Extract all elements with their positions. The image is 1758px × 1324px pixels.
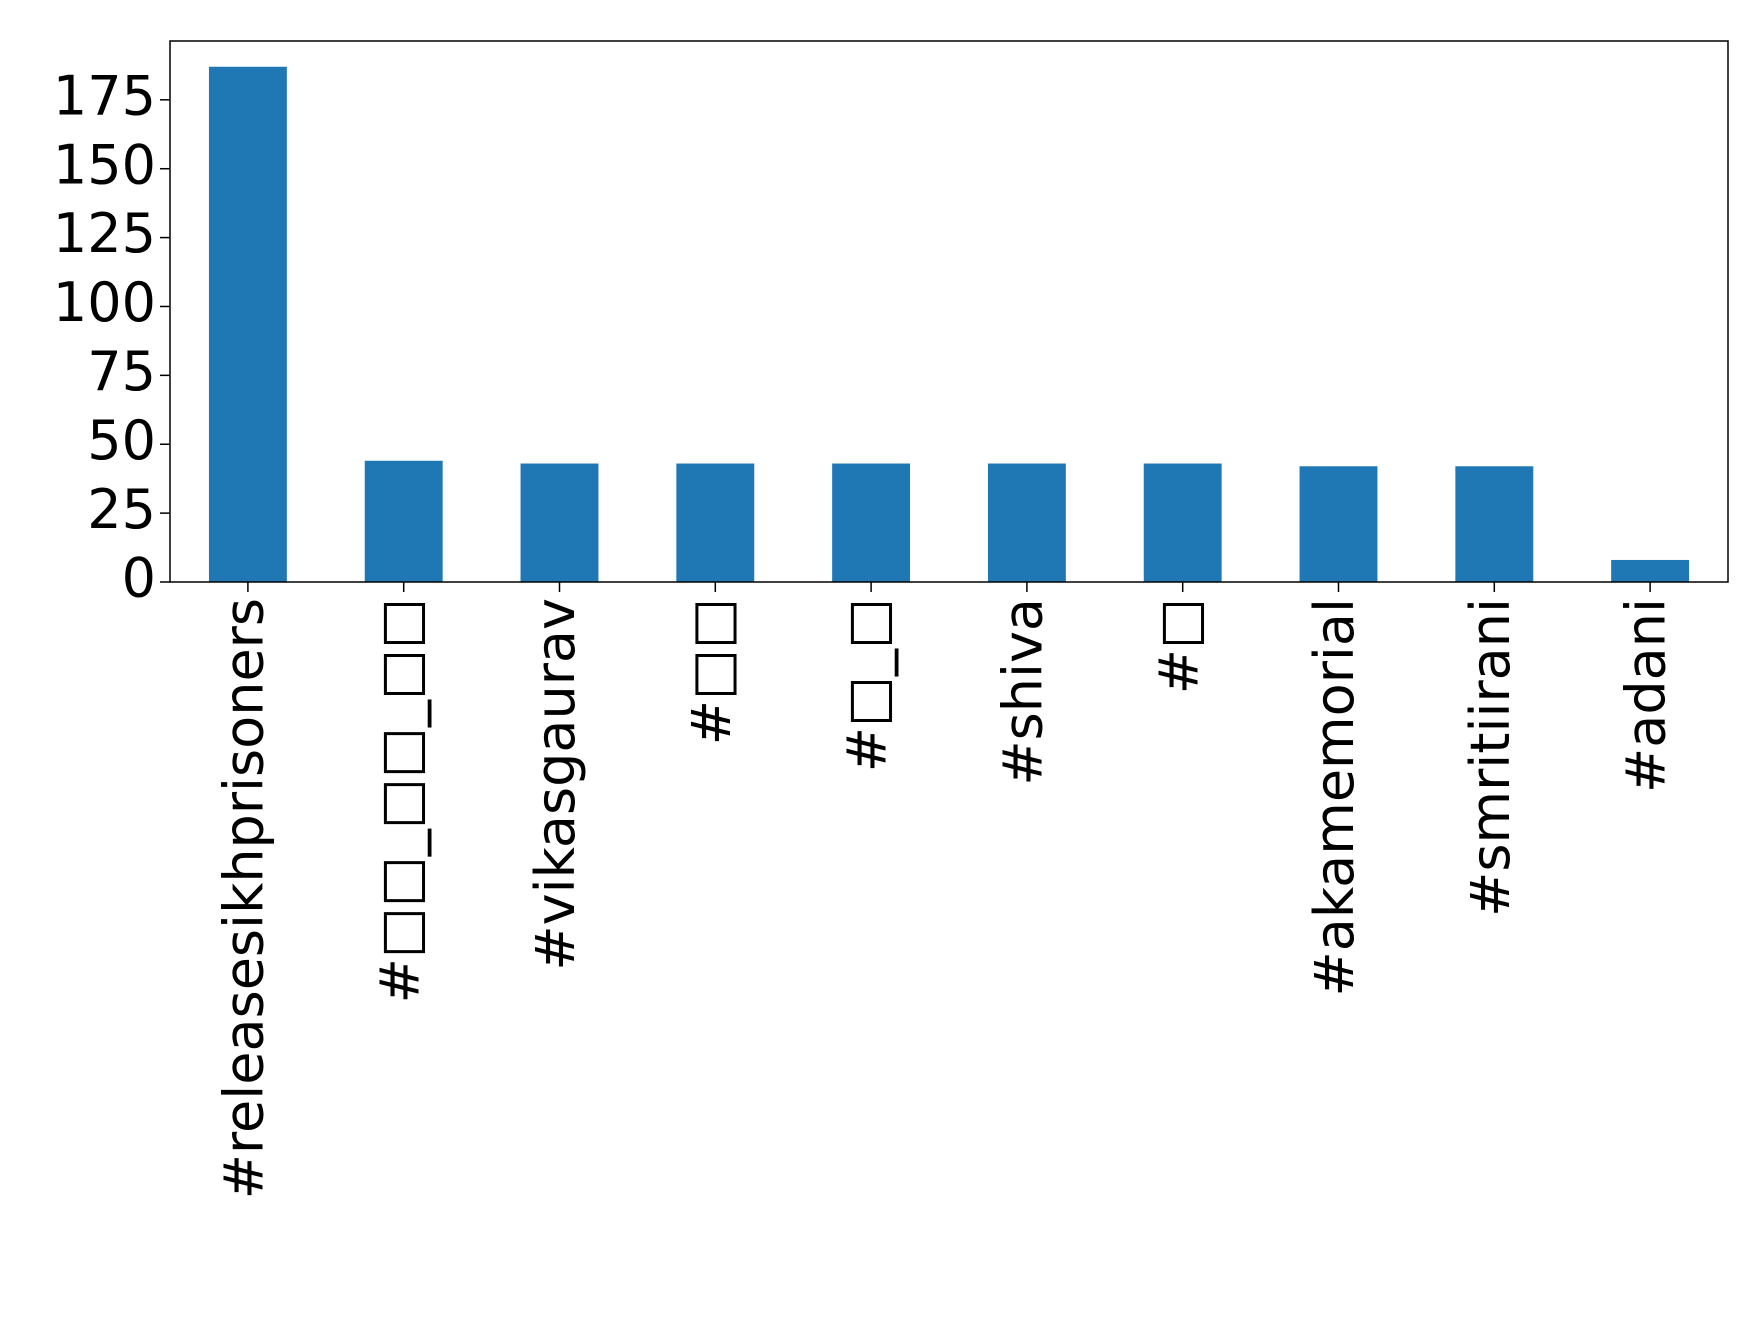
y-tick-label: 125 [53,202,156,265]
plot-frame [169,40,1729,583]
y-tick-label: 50 [87,409,156,472]
y-tick-label: 25 [87,478,156,541]
bar [520,463,599,582]
x-tick-label: #adani [1615,598,1678,793]
x-tick-label: #smritiirani [1459,598,1522,917]
bar [208,66,287,582]
x-tick-label: #□□_□□_□□ [368,598,431,1003]
x-tick-label: #shiva [992,598,1055,786]
bar [987,463,1066,582]
bar [364,460,443,582]
x-tick-label: #□_□ [836,598,899,772]
y-tick-label: 150 [53,133,156,196]
bar [1143,463,1222,582]
bar [1299,466,1378,582]
bar [676,463,755,582]
bar [1455,466,1534,582]
bar [1611,559,1690,582]
y-tick-label: 100 [53,271,156,334]
x-tick-label: #vikasgaurav [524,598,587,971]
y-tick-label: 0 [122,547,156,610]
x-tick-label: #□□ [680,598,743,745]
y-tick-label: 75 [87,340,156,403]
x-tick-label: #□ [1147,598,1210,694]
x-tick-label: #akamemorial [1303,598,1366,997]
x-tick-label: #releasesikhprisoners [213,598,276,1199]
y-tick-label: 175 [53,64,156,127]
bar [832,463,911,582]
